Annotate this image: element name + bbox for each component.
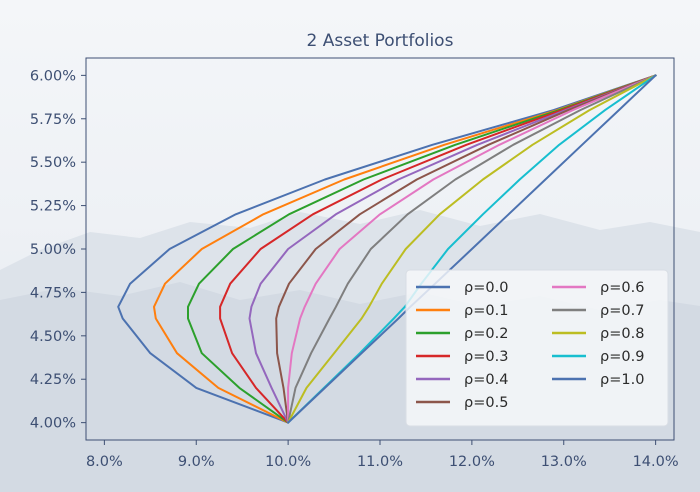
y-tick-label: 5.50%	[30, 155, 76, 171]
y-tick-label: 4.00%	[30, 416, 76, 432]
series-line-rho-7	[287, 74, 657, 424]
y-tick-label: 4.50%	[30, 329, 76, 345]
series-line-rho-0	[117, 74, 657, 424]
series-line-rho-3	[219, 74, 657, 424]
series-line-rho-2	[187, 74, 657, 424]
legend-label: ρ=0.4	[464, 372, 508, 388]
series-line-rho-5	[275, 74, 657, 424]
y-tick-label: 6.00%	[30, 68, 76, 84]
x-tick-label: 12.0%	[449, 454, 495, 470]
legend-label: ρ=0.8	[600, 326, 644, 342]
y-tick-label: 5.00%	[30, 242, 76, 258]
legend-label: ρ=0.7	[600, 303, 644, 319]
legend-label: ρ=1.0	[600, 372, 644, 388]
y-tick-label: 4.25%	[30, 372, 76, 388]
legend-label: ρ=0.2	[464, 326, 508, 342]
x-tick-label: 13.0%	[541, 454, 587, 470]
legend-label: ρ=0.0	[464, 280, 508, 296]
x-tick-label: 10.0%	[265, 454, 311, 470]
series-line-rho-8	[287, 74, 657, 424]
x-tick-label: 14.0%	[633, 454, 679, 470]
legend-label: ρ=0.1	[464, 303, 508, 319]
legend: ρ=0.0 ρ=0.1 ρ=0.2 ρ=0.3 ρ=0.4 ρ=0.5 ρ=0.6 ρ=0.7…	[405, 269, 669, 427]
legend-box	[405, 269, 669, 427]
series-line-rho-10	[287, 74, 657, 424]
legend-label: ρ=0.5	[464, 395, 508, 411]
series-line-rho-1	[153, 74, 657, 424]
x-tick-label: 8.0%	[86, 454, 123, 470]
y-tick-label: 5.75%	[30, 112, 76, 128]
series-line-rho-6	[287, 74, 657, 424]
x-tick-label: 9.0%	[178, 454, 215, 470]
series-layer	[117, 74, 657, 424]
legend-label: ρ=0.3	[464, 349, 508, 365]
series-line-rho-4	[248, 74, 657, 424]
legend-label: ρ=0.9	[600, 349, 644, 365]
series-line-rho-9	[287, 74, 657, 424]
x-tick-label: 11.0%	[357, 454, 403, 470]
legend-label: ρ=0.6	[600, 280, 644, 296]
chart-title: 2 Asset Portfolios	[307, 31, 454, 51]
y-tick-label: 4.75%	[30, 285, 76, 301]
plot-area: 8.0% 9.0% 10.0% 11.0% 12.0% 13.0% 14.0% 4.00% 4.…	[30, 57, 679, 470]
y-tick-label: 5.25%	[30, 199, 76, 215]
